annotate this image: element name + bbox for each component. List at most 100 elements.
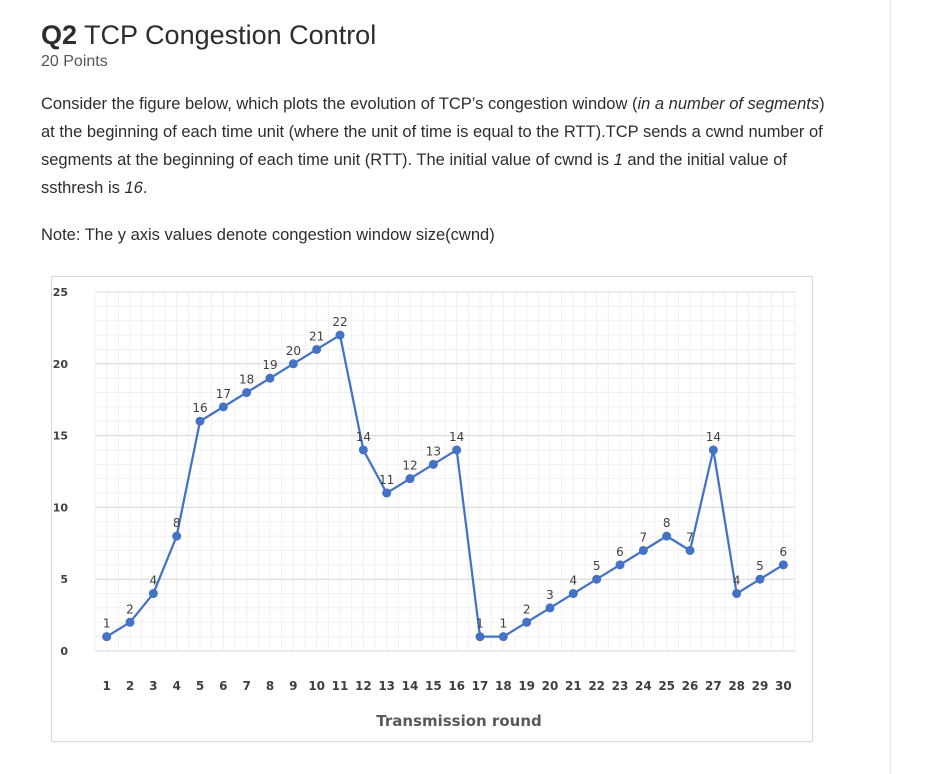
data-point — [382, 488, 392, 498]
page-divider — [890, 0, 891, 774]
x-tick-label: 5 — [196, 679, 204, 693]
data-point — [452, 445, 462, 455]
chart-container: 0 5 10 15 20 25 1 2 3 4 5 6 7 8 9 10 11 12 13 14 15 16 17 18 19 2… — [51, 276, 813, 742]
question-body-segment: Consider the figure below, which plots t… — [41, 95, 638, 113]
x-tick-label: 23 — [612, 679, 629, 693]
data-label: 11 — [379, 473, 394, 487]
data-label: 5 — [756, 559, 764, 573]
data-label: 1 — [500, 617, 508, 631]
x-tick-label: 28 — [728, 679, 745, 693]
data-point — [335, 330, 345, 340]
question-points: 20 Points — [41, 53, 108, 70]
data-label: 22 — [332, 315, 347, 329]
x-tick-label: 2 — [126, 679, 134, 693]
data-point — [172, 531, 182, 541]
data-label: 1 — [103, 617, 111, 631]
question-title: Q2 TCP Congestion Control — [41, 20, 376, 51]
y-tick-label: 10 — [53, 501, 69, 514]
cwnd-series-line — [106, 333, 784, 638]
y-tick-label: 5 — [60, 573, 68, 586]
data-point — [125, 617, 135, 627]
data-label: 14 — [356, 430, 371, 444]
data-label: 16 — [192, 401, 207, 415]
data-label: 5 — [593, 559, 601, 573]
data-point — [498, 632, 508, 642]
x-tick-label: 6 — [219, 679, 227, 693]
y-tick-label: 20 — [53, 358, 69, 371]
data-label: 7 — [640, 530, 648, 544]
x-tick-label: 18 — [495, 679, 512, 693]
x-tick-label: 29 — [752, 679, 769, 693]
x-tick-label: 20 — [542, 679, 559, 693]
x-tick-label: 8 — [266, 679, 274, 693]
data-label: 14 — [449, 430, 464, 444]
x-tick-label: 16 — [448, 679, 465, 693]
x-tick-label: 19 — [518, 679, 535, 693]
data-point — [755, 574, 765, 584]
data-label: 18 — [239, 373, 254, 387]
data-point — [522, 617, 532, 627]
data-label: 20 — [286, 344, 301, 358]
data-point — [102, 632, 112, 642]
x-tick-label: 25 — [658, 679, 675, 693]
question-body-segment: and the initial value of ssthresh is — [41, 151, 787, 197]
x-tick-label: 26 — [682, 679, 699, 693]
question-note: Note: The y axis values denote congestio… — [41, 226, 495, 244]
question-body-segment: ) at the beginning of each time unit (wh… — [41, 95, 825, 169]
x-axis-title: Transmission round — [376, 712, 541, 730]
question-number: Q2 — [41, 20, 78, 50]
x-tick-label: 12 — [355, 679, 372, 693]
x-tick-label: 24 — [635, 679, 652, 693]
data-point — [428, 459, 438, 469]
question-body: Consider the figure below, which plots t… — [41, 90, 841, 202]
data-point — [475, 632, 485, 642]
data-label: 2 — [126, 602, 134, 616]
x-tick-label: 15 — [425, 679, 442, 693]
data-label: 4 — [150, 574, 158, 588]
x-tick-label: 13 — [378, 679, 395, 693]
x-tick-label: 7 — [242, 679, 250, 693]
data-point — [662, 531, 672, 541]
data-label: 17 — [216, 387, 231, 401]
data-point — [732, 589, 742, 599]
data-label: 4 — [570, 574, 578, 588]
data-point — [545, 603, 555, 613]
data-point — [358, 445, 368, 455]
data-point — [778, 560, 788, 570]
data-point — [288, 359, 298, 369]
x-tick-label: 30 — [775, 679, 792, 693]
data-point — [195, 416, 205, 426]
x-tick-label: 21 — [565, 679, 582, 693]
x-tick-label: 11 — [332, 679, 349, 693]
x-tick-label: 3 — [149, 679, 157, 693]
x-tick-label: 14 — [402, 679, 419, 693]
data-point — [265, 373, 275, 383]
data-point — [592, 574, 602, 584]
data-point — [148, 589, 158, 599]
data-label: 7 — [686, 530, 694, 544]
data-label: 19 — [262, 358, 277, 372]
question-body-segment: 1 — [613, 151, 623, 169]
data-point — [638, 545, 648, 555]
y-tick-label: 15 — [53, 430, 68, 443]
x-tick-label: 22 — [588, 679, 605, 693]
data-point — [312, 344, 322, 354]
x-tick-label: 10 — [308, 679, 325, 693]
x-tick-label: 4 — [172, 679, 180, 693]
data-label: 14 — [706, 430, 721, 444]
data-point — [685, 545, 695, 555]
y-tick-label: 0 — [60, 645, 68, 658]
data-point — [218, 402, 228, 412]
data-label: 12 — [402, 459, 417, 473]
x-tick-label: 9 — [289, 679, 297, 693]
data-point — [568, 589, 578, 599]
data-point — [708, 445, 718, 455]
question-body-segment: . — [142, 179, 148, 197]
x-tick-label: 1 — [102, 679, 110, 693]
data-label: 2 — [523, 602, 531, 616]
data-point — [615, 560, 625, 570]
data-label: 6 — [780, 545, 788, 559]
data-label: 4 — [733, 574, 741, 588]
data-label: 8 — [173, 516, 181, 530]
